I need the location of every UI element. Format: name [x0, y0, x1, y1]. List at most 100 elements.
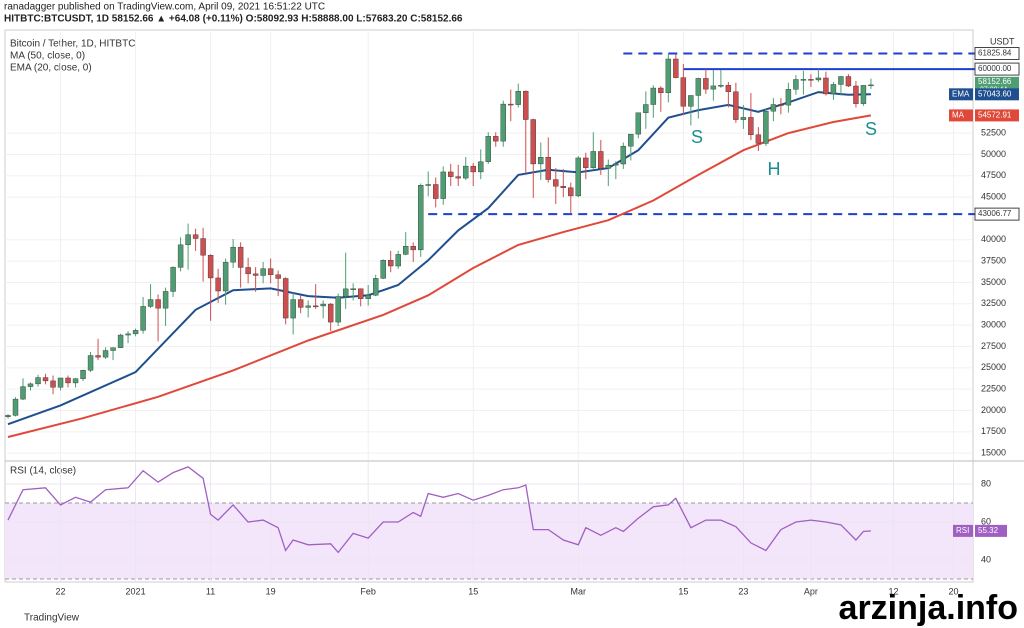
candle-body — [282, 278, 289, 319]
candle-body — [553, 179, 559, 187]
candle-body — [27, 383, 34, 387]
overlay-name: EMA — [952, 89, 970, 98]
candle-body — [830, 84, 837, 95]
candle-body — [575, 157, 581, 197]
candle-body — [710, 85, 717, 90]
y-tick-label: 30000 — [981, 320, 1006, 330]
candle-body — [650, 87, 657, 105]
watermark: arzinja.info — [839, 589, 1018, 627]
rsi-tick-label: 40 — [981, 554, 991, 564]
candle-body — [185, 234, 191, 246]
candle-body — [568, 187, 574, 197]
candle-body — [815, 77, 822, 81]
candle-body — [515, 90, 521, 105]
candle-body — [35, 377, 41, 385]
plot-frame — [4, 29, 974, 583]
level-label: 61825.84 — [978, 49, 1012, 58]
candle-body — [433, 184, 439, 199]
candle-body — [643, 104, 649, 113]
brand: TradingView — [24, 613, 80, 624]
candle-body — [252, 273, 259, 276]
candle-body — [365, 294, 371, 299]
candle-body — [463, 165, 469, 179]
candle-body — [598, 151, 604, 169]
candle-body — [170, 267, 176, 292]
candle-body — [320, 303, 326, 307]
candle-body — [410, 245, 416, 251]
candle-body — [733, 91, 739, 120]
candle-body — [658, 87, 664, 94]
candle-body — [590, 151, 597, 168]
candle-body — [275, 274, 281, 279]
candle-body — [80, 370, 86, 379]
publish-line: ranadagger published on TradingView.com,… — [4, 2, 325, 13]
candle-body — [403, 245, 409, 255]
candle-body — [470, 165, 476, 173]
candle-body — [688, 95, 694, 107]
candle-body — [455, 176, 461, 179]
candle-body — [770, 104, 777, 112]
candle-body — [162, 291, 169, 309]
candle-body — [613, 163, 619, 166]
candle-body — [305, 305, 311, 308]
candle-body — [823, 77, 829, 95]
annotation: S — [865, 119, 877, 139]
candle-body — [342, 288, 349, 297]
candle-body — [222, 261, 229, 292]
candle-body — [583, 157, 589, 168]
candle-body — [778, 104, 784, 106]
candle-body — [665, 58, 672, 94]
candle-body — [763, 110, 769, 144]
candle-body — [312, 305, 319, 308]
candle-body — [808, 79, 814, 81]
last-price: 58152.66 — [978, 77, 1012, 86]
x-tick-label: Feb — [360, 586, 376, 596]
candle-body — [200, 238, 206, 256]
y-tick-label: 25000 — [981, 362, 1006, 372]
level-label: 43006.77 — [978, 209, 1012, 218]
candle-body — [117, 334, 124, 348]
candle-body — [868, 84, 874, 87]
y-tick-label: 22500 — [981, 384, 1006, 394]
candle-body — [545, 156, 551, 180]
candle-body — [132, 330, 139, 335]
x-tick-label: 15 — [678, 586, 688, 596]
level-label: 60000.00 — [978, 64, 1012, 73]
candle-body — [673, 58, 679, 78]
candle-body — [155, 299, 161, 309]
y-tick-label: 45000 — [981, 191, 1006, 201]
candle-body — [793, 79, 799, 90]
candle-body — [380, 259, 386, 279]
y-tick-label: 20000 — [981, 405, 1006, 415]
overlay-value: 57043.60 — [978, 89, 1012, 98]
candle-body — [418, 185, 424, 251]
candle-body — [387, 259, 394, 267]
x-tick-label: Apr — [804, 586, 818, 596]
candle-body — [42, 377, 49, 382]
candle-body — [215, 277, 221, 292]
candle-body — [785, 89, 792, 106]
candle-body — [523, 90, 529, 120]
candle-body — [230, 246, 236, 263]
candle-body — [493, 136, 499, 142]
candle-body — [72, 378, 79, 384]
x-tick-label: 20 — [948, 586, 958, 596]
candle-body — [207, 255, 214, 279]
overlay-value-box — [975, 109, 1019, 122]
candle-body — [635, 112, 642, 135]
overlay-name-box — [949, 88, 973, 101]
candle-body — [395, 254, 401, 267]
y-tick-label: 52500 — [981, 127, 1006, 137]
candle-body — [560, 185, 566, 188]
candle-body — [845, 76, 852, 87]
candle-body — [290, 299, 296, 319]
level-label-box — [974, 207, 1020, 221]
candle-body — [755, 134, 762, 144]
x-tick-label: 12 — [888, 586, 898, 596]
candle-body — [140, 306, 146, 331]
candle-body — [440, 171, 446, 199]
candle-body — [372, 278, 379, 296]
rsi-name: RSI — [956, 526, 969, 535]
candle-body — [350, 288, 356, 290]
